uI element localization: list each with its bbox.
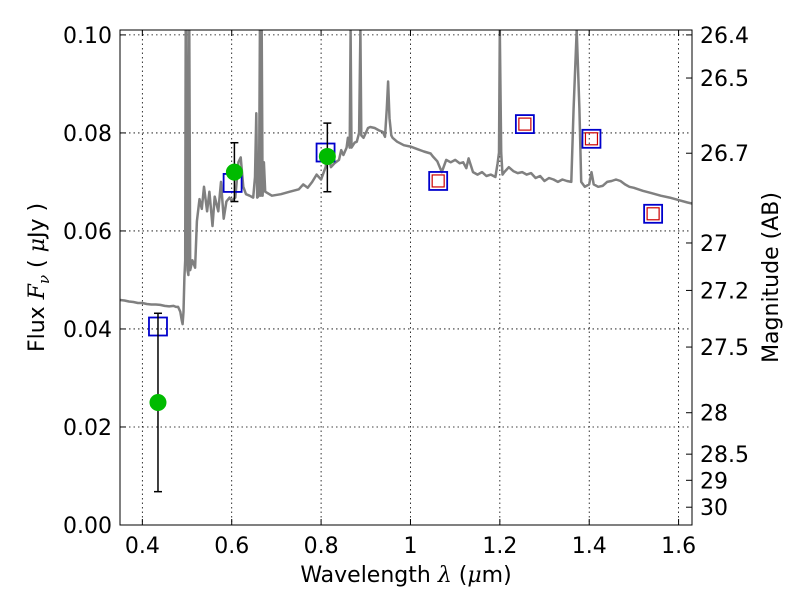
y-axis-title-right: Magnitude (AB) xyxy=(759,192,784,363)
y-tick-label: 0.02 xyxy=(63,416,112,441)
right-tick-label: 30 xyxy=(700,496,728,521)
model-photometry-box xyxy=(428,171,449,191)
model-spectrum-line xyxy=(120,30,692,326)
y-axis-title-left: Flux Fν ( μJy ) xyxy=(25,203,53,352)
y-tick-label: 0.04 xyxy=(63,318,112,343)
model-photometry-box xyxy=(514,114,535,134)
x-tick-label: 1.2 xyxy=(482,534,517,559)
model-inner-box xyxy=(646,207,660,221)
x-axis-title: Wavelength λ (μm) xyxy=(300,563,511,588)
y-tick-label: 0.06 xyxy=(63,220,112,245)
right-tick-label: 28 xyxy=(700,402,728,427)
x-tick-label: 0.4 xyxy=(125,534,160,559)
model-inner-box xyxy=(518,117,532,131)
axis-ticks: 0.4 0.6 0.8 1 1.2 1.4 1.6 0.00 0.02 0.04 0.06 0.08 0… xyxy=(63,24,749,559)
right-tick-label: 27 xyxy=(700,232,728,257)
model-inner-box xyxy=(584,132,599,146)
y-tick-label: 0.10 xyxy=(63,24,112,49)
right-tick-label: 27.5 xyxy=(700,336,749,361)
observed-point xyxy=(318,147,336,165)
observed-point xyxy=(225,163,243,181)
right-tick-label: 26.5 xyxy=(700,67,749,92)
y-tick-label: 0.08 xyxy=(63,122,112,147)
plot-frame xyxy=(119,29,693,526)
x-tick-label: 1.6 xyxy=(661,534,696,559)
x-tick-label: 1.4 xyxy=(572,534,607,559)
x-tick-label: 0.8 xyxy=(304,534,339,559)
grid-lines xyxy=(120,30,692,526)
model-photometry-box xyxy=(643,203,664,224)
right-tick-label: 27.2 xyxy=(700,279,749,304)
model-photometry-box xyxy=(581,128,602,149)
x-tick-label: 0.6 xyxy=(214,534,249,559)
right-tick-label: 26.4 xyxy=(700,24,749,49)
right-tick-label: 28.5 xyxy=(700,443,749,468)
y-tick-label: 0.00 xyxy=(63,514,112,539)
observed-point xyxy=(149,393,167,411)
x-tick-label: 1 xyxy=(403,534,417,559)
right-tick-label: 29 xyxy=(700,469,728,494)
data-markers xyxy=(148,114,664,493)
model-inner-box xyxy=(431,174,445,188)
right-tick-label: 26.7 xyxy=(700,142,749,167)
